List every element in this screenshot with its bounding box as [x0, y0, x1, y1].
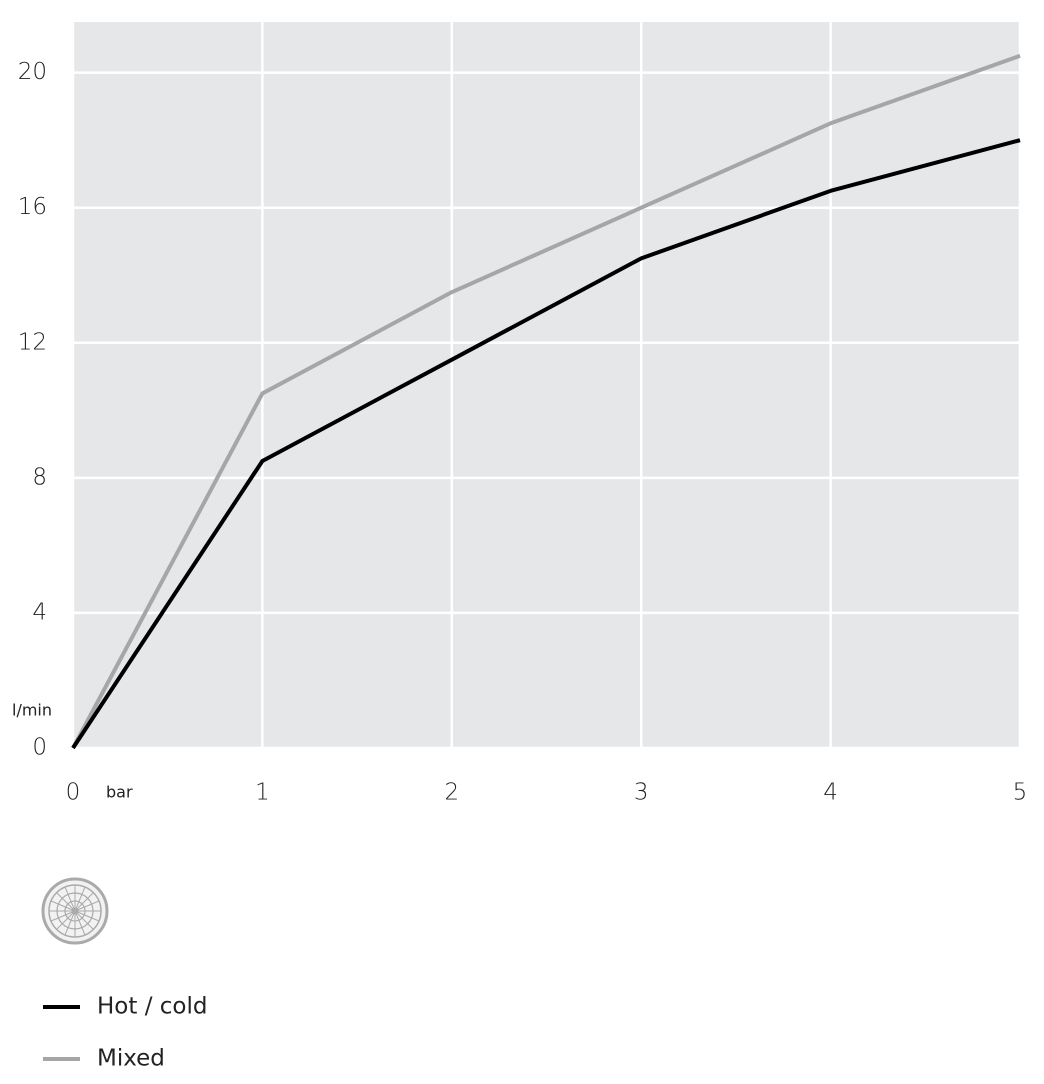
data-line — [71, 138, 1021, 750]
y-tick-label: 20 — [18, 59, 47, 85]
x-tick-label: 3 — [634, 780, 649, 806]
x-tick-label: 0 — [66, 780, 81, 806]
lines — [71, 53, 1021, 750]
x-tick-label: 2 — [444, 780, 459, 806]
legend-label: Hot / cold — [97, 994, 207, 1020]
y-tick-label: 0 — [32, 735, 47, 761]
icon-spokes — [49, 885, 101, 937]
legend-label: Mixed — [97, 1046, 165, 1072]
y-axis-label: l/min — [12, 701, 52, 720]
plot-area — [73, 22, 1020, 748]
x-tick-label: 1 — [255, 780, 270, 806]
x-tick-label: 4 — [823, 780, 838, 806]
y-tick-label: 4 — [32, 599, 47, 625]
legend: Hot / cold Mixed — [43, 994, 207, 1072]
data-line — [71, 53, 1021, 749]
y-tick-label: 16 — [18, 194, 47, 220]
x-axis-label: bar — [106, 783, 133, 802]
y-tick-label: 12 — [18, 329, 47, 355]
y-tick-label: 8 — [32, 464, 47, 490]
grid — [71, 22, 1022, 750]
shower-icon — [41, 877, 109, 945]
x-tick-label: 5 — [1013, 780, 1028, 806]
